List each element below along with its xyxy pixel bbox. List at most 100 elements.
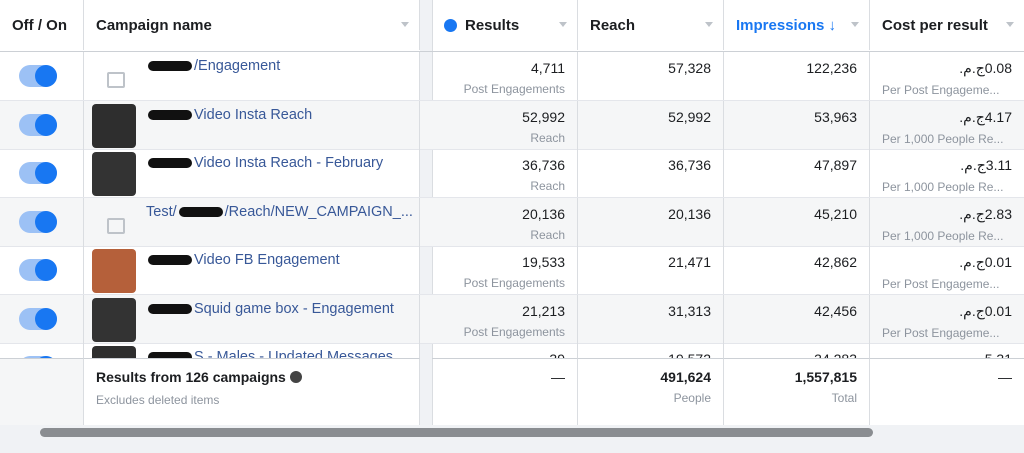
results-cell: 39 <box>432 343 578 359</box>
header-text: Reach <box>590 16 636 34</box>
name-text: Video Insta Reach - February <box>194 155 384 171</box>
header-text: Impressions ↓ <box>736 16 837 34</box>
campaign-name[interactable]: Video Insta Reach <box>146 107 312 123</box>
toggle-cell <box>0 149 84 197</box>
impressions-value: 42,456 <box>814 302 857 319</box>
toggle[interactable] <box>19 113 57 136</box>
footer-cost: — <box>870 358 1024 425</box>
reach-value: 19,572 <box>668 351 711 359</box>
name-cell: Video Insta Reach - February <box>84 149 420 197</box>
name-text: /Reach/NEW_CAMPAIGN_... <box>224 203 413 220</box>
redaction <box>148 352 192 359</box>
reach-value: 20,136 <box>668 205 711 222</box>
results-cell: 21,213 Post Engagements <box>432 294 578 343</box>
impressions-cell: 47,897 <box>724 149 870 197</box>
table-body: /Engagement 4,711 Post Engagements 57,328 12… <box>0 51 1024 359</box>
campaign-row: Test//Reach/NEW_CAMPAIGN_... 20,136 Reach 2… <box>0 197 1024 247</box>
sort-caret <box>1006 22 1014 27</box>
info-icon <box>444 18 457 32</box>
campaign-row: Video Insta Reach - February 36,736 Reach 3… <box>0 149 1024 198</box>
footer-results: — <box>432 358 578 425</box>
redaction <box>148 158 192 169</box>
name-cell: Video FB Engagement <box>84 246 420 294</box>
name-text: Squid game box - Engagement <box>194 300 394 317</box>
redaction <box>148 303 192 314</box>
sort-caret <box>851 22 859 27</box>
name-cell: S - Males - Updated Messages <box>84 343 420 359</box>
toggle[interactable] <box>19 259 57 281</box>
header-impressions[interactable]: Impressions ↓ <box>724 0 870 50</box>
cost-cell: 0.01ج.م. Per Post Engageme... <box>870 295 1024 343</box>
header-results[interactable]: Results <box>432 0 578 50</box>
results-subtext: Post Engagements <box>463 276 565 290</box>
toggle[interactable] <box>19 356 57 359</box>
cost-cell: 4.17ج.م. Per 1,000 People Re... <box>870 101 1024 149</box>
reach-value: 52,992 <box>668 108 711 125</box>
reach-cell: 19,572 <box>578 343 724 359</box>
cost-subtext: Per Post Engageme... <box>882 277 1000 291</box>
results-value: 4,711 <box>531 60 565 76</box>
impressions-cell: 53,963 <box>724 100 870 149</box>
header-reach[interactable]: Reach <box>578 0 724 50</box>
results-value: 39 <box>549 351 565 359</box>
toggle-knob <box>35 65 57 87</box>
header-text: Cost per result <box>882 16 988 34</box>
campaign-name[interactable]: Video Insta Reach - February <box>146 155 383 171</box>
toggle[interactable] <box>19 65 57 87</box>
campaign-name[interactable]: Video FB Engagement <box>146 252 340 268</box>
results-cell: 4,711 Post Engagements <box>432 52 578 100</box>
redaction <box>178 206 223 217</box>
sort-caret <box>705 22 713 27</box>
scrollbar-thumb[interactable] <box>40 428 873 437</box>
header-campaign-name[interactable]: Campaign name <box>84 0 420 50</box>
impressions-value: 47,897 <box>814 157 857 173</box>
thumbnail-icon <box>92 55 136 99</box>
cost-cell: 3.11ج.م. Per 1,000 People Re... <box>870 149 1024 197</box>
reach-value: 36,736 <box>668 157 711 173</box>
header-off-on: Off / On <box>0 0 84 50</box>
footer-summary: Results from 126 campaigns Excludes dele… <box>84 358 420 425</box>
thumbnail-image <box>92 152 136 196</box>
name-cell: Squid game box - Engagement <box>84 294 420 343</box>
reach-value: 21,471 <box>668 254 711 270</box>
name-text: /Engagement <box>194 58 281 74</box>
campaign-name[interactable]: Test/ /Reach/NEW_CAMPAIGN_... <box>146 204 413 220</box>
header-text: Campaign name <box>96 16 212 34</box>
results-value: 21,213 <box>522 302 565 319</box>
toggle-knob <box>35 356 57 359</box>
redaction <box>148 255 192 266</box>
thumbnail-icon <box>92 201 136 245</box>
name-text: Video Insta Reach <box>194 106 313 123</box>
impressions-value: 122,236 <box>806 60 857 76</box>
toggle-cell <box>0 294 84 343</box>
icon-shape <box>107 217 125 234</box>
footer-empty <box>0 358 84 425</box>
toggle[interactable] <box>19 210 57 233</box>
results-subtext: Reach <box>530 179 565 193</box>
footer-impressions: 1,557,815 Total <box>724 358 870 425</box>
impressions-cell: 42,456 <box>724 294 870 343</box>
cost-value: 4.17ج.م. <box>959 108 1012 125</box>
campaign-name[interactable]: Squid game box - Engagement <box>146 301 394 317</box>
reach-cell: 57,328 <box>578 52 724 100</box>
campaign-name[interactable]: S - Males - Updated Messages <box>146 349 393 359</box>
toggle-cell <box>0 100 84 149</box>
cost-subtext: Per 1,000 People Re... <box>882 180 1004 194</box>
thumbnail-image <box>92 297 136 342</box>
toggle[interactable] <box>19 162 57 184</box>
toggle-knob <box>35 307 57 330</box>
results-subtext: Reach <box>530 227 565 242</box>
header-text: Results <box>465 16 520 34</box>
cost-subtext: Per Post Engageme... <box>882 325 1000 340</box>
footer-value: — <box>998 369 1012 385</box>
info-icon <box>289 371 302 383</box>
cost-subtext: Per 1,000 People Re... <box>882 131 1004 146</box>
campaign-row: /Engagement 4,711 Post Engagements 57,328 12… <box>0 52 1024 101</box>
header-cost-per-result[interactable]: Cost per result <box>870 0 1024 50</box>
icon-shape <box>107 72 125 88</box>
campaign-name[interactable]: /Engagement <box>146 58 280 74</box>
results-value: 36,736 <box>522 157 565 173</box>
toggle[interactable] <box>19 307 57 330</box>
toggle-knob <box>35 210 57 233</box>
